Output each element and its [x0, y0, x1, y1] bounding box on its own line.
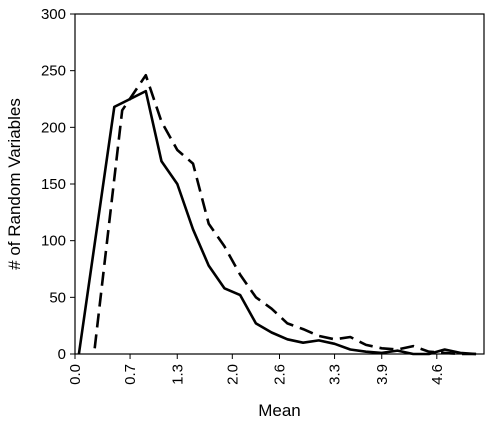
x-tick-label: 2.0 [224, 364, 241, 385]
series-2-point [475, 353, 477, 355]
series-2-point [145, 74, 147, 76]
y-axis-title: # of Random Variables [5, 98, 24, 270]
dashed-series-line [93, 73, 477, 356]
series-2-point [94, 348, 96, 350]
series-2-point [381, 348, 383, 350]
series-2-point [302, 328, 304, 330]
series-1-point [302, 342, 304, 344]
series-1-point [334, 343, 336, 345]
series-1-point [255, 323, 257, 325]
plot-frame [74, 13, 485, 355]
series-1-point [192, 229, 194, 231]
y-tick-label: 0 [58, 346, 66, 363]
series-2-point [255, 297, 257, 299]
series-2-point [428, 351, 430, 353]
series-1-point [161, 161, 163, 163]
series-1-point [444, 349, 446, 351]
series-2-point [176, 149, 178, 151]
x-axis: 0.0 0.7 1.3 2.0 2.6 3.3 3.9 4.6 [67, 354, 446, 385]
series-1-point [287, 338, 289, 340]
series-layer [77, 73, 477, 356]
y-tick-label: 50 [49, 289, 66, 306]
x-tick-label: 3.9 [374, 364, 391, 385]
series-2-point [121, 110, 123, 112]
series-1-point [145, 90, 147, 92]
series-1-point [114, 106, 116, 108]
series-2-point [334, 338, 336, 340]
series-1-point [412, 353, 414, 355]
series-2-point [287, 323, 289, 325]
series-1-point [365, 351, 367, 353]
series-1-point [224, 287, 226, 289]
plot-area [74, 13, 485, 355]
series-2-point [271, 308, 273, 310]
series-1-point [428, 353, 430, 355]
series-2-point [412, 345, 414, 347]
series-2-point [460, 353, 462, 355]
series-2-point [444, 352, 446, 354]
series-2-point [161, 121, 163, 123]
series-1-point [78, 353, 80, 355]
series-1-point [239, 294, 241, 296]
series-2-point [397, 349, 399, 351]
y-axis: 0 50 100 150 200 250 300 [41, 6, 75, 363]
series-1-point [208, 265, 210, 267]
series-2-point [192, 163, 194, 165]
x-tick-label: 0.7 [122, 364, 139, 385]
x-tick-label: 1.3 [169, 364, 186, 385]
series-1-point [349, 349, 351, 351]
series-2-point [318, 335, 320, 337]
x-tick-label: 4.6 [429, 364, 446, 385]
series-1-point [176, 183, 178, 185]
series-2-point [239, 274, 241, 276]
y-tick-label: 250 [41, 63, 66, 80]
y-tick-label: 100 [41, 233, 66, 250]
series-1-point [381, 352, 383, 354]
series-2-point [349, 336, 351, 338]
series-2-point [224, 246, 226, 248]
solid-series-line [77, 89, 477, 356]
series-2-point [365, 344, 367, 346]
y-tick-label: 300 [41, 6, 66, 23]
x-tick-label: 0.0 [67, 364, 84, 385]
series-1-point [318, 340, 320, 342]
y-tick-label: 200 [41, 119, 66, 136]
series-1-point [271, 332, 273, 334]
x-tick-label: 3.3 [327, 364, 344, 385]
x-axis-title: Mean [258, 401, 301, 420]
series-2-point [208, 223, 210, 225]
x-tick-label: 2.6 [272, 364, 289, 385]
y-tick-label: 150 [41, 176, 66, 193]
